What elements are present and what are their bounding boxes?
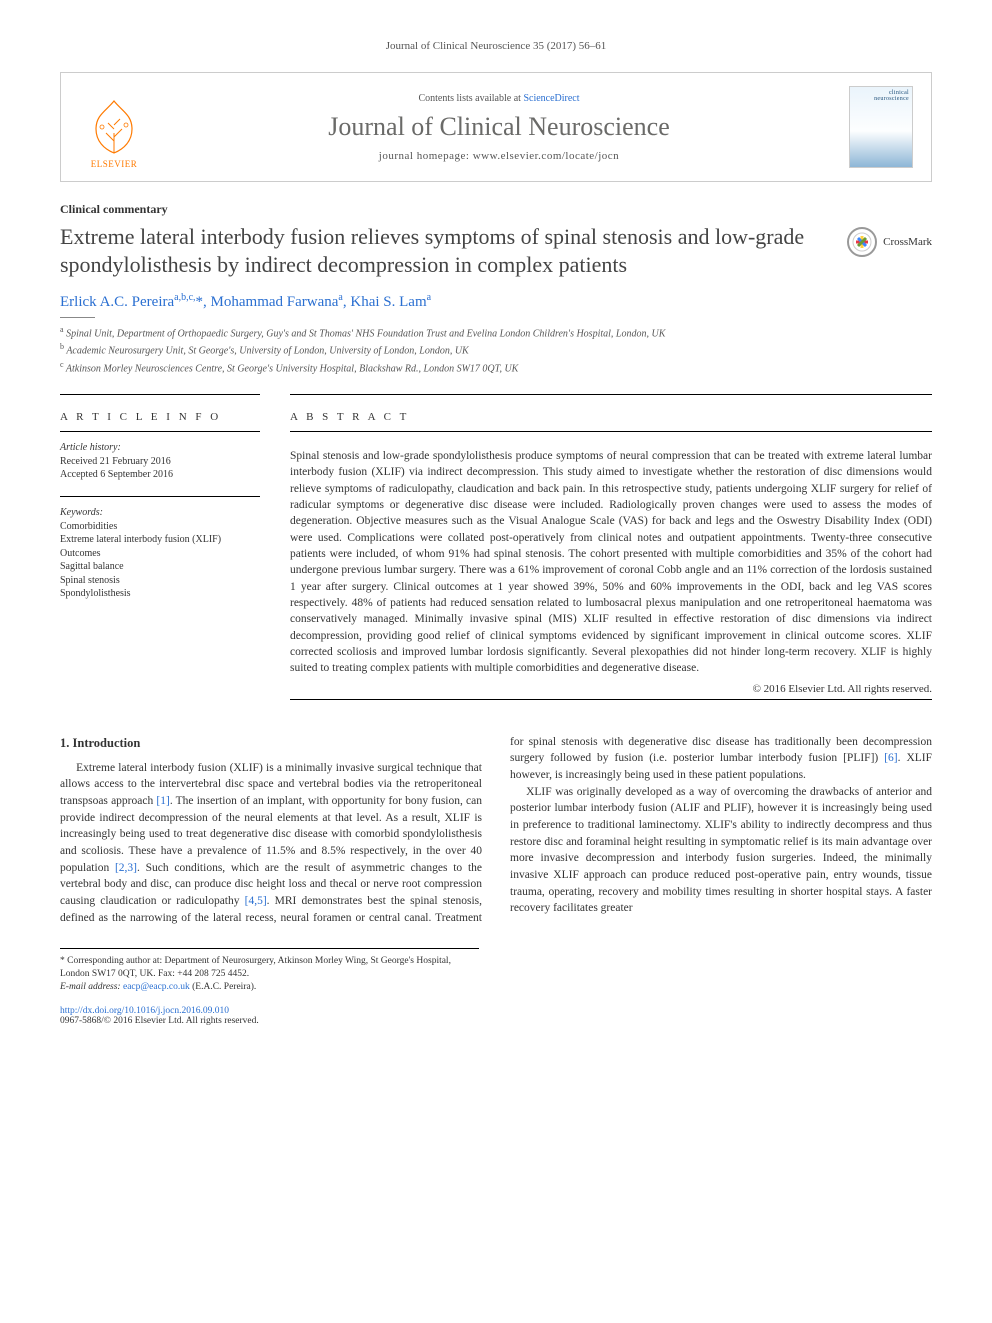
running-head: Journal of Clinical Neuroscience 35 (201… (60, 40, 932, 52)
affiliation-a: Spinal Unit, Department of Orthopaedic S… (66, 328, 665, 339)
crossmark-label: CrossMark (883, 236, 932, 248)
body-paragraph: XLIF was originally developed as a way o… (510, 784, 932, 917)
elsevier-label: ELSEVIER (91, 159, 138, 169)
email-suffix: (E.A.C. Pereira). (190, 982, 256, 992)
journal-title: Journal of Clinical Neuroscience (167, 112, 831, 142)
affiliations: a Spinal Unit, Department of Orthopaedic… (60, 324, 932, 376)
journal-cover-thumb[interactable]: clinical neuroscience (849, 86, 913, 168)
elsevier-logo[interactable]: ELSEVIER (79, 85, 149, 169)
abstract-heading: A B S T R A C T (290, 401, 932, 423)
email-link[interactable]: eacp@eacp.co.uk (123, 982, 190, 992)
doi-block: http://dx.doi.org/10.1016/j.jocn.2016.09… (60, 1006, 932, 1026)
history-label: Article history: (60, 442, 260, 453)
ref-link-2-3[interactable]: [2,3] (115, 862, 137, 874)
article-info-column: A R T I C L E I N F O Article history: R… (60, 392, 260, 706)
date-received: Received 21 February 2016 (60, 455, 260, 469)
ref-link-4-5[interactable]: [4,5] (245, 895, 267, 907)
author-3[interactable]: , Khai S. Lam (343, 294, 427, 310)
article-title: Extreme lateral interbody fusion relieve… (60, 223, 827, 278)
homepage-link[interactable]: www.elsevier.com/locate/jocn (473, 150, 619, 162)
body-text: 1. Introduction Extreme lateral interbod… (60, 734, 932, 927)
affiliation-b: Academic Neurosurgery Unit, St George's,… (66, 346, 468, 357)
corresponding-star: * (196, 294, 204, 310)
keyword: Extreme lateral interbody fusion (XLIF) (60, 533, 260, 547)
contents-prefix: Contents lists available at (418, 93, 523, 104)
keyword: Outcomes (60, 547, 260, 561)
abstract-copyright: © 2016 Elsevier Ltd. All rights reserved… (290, 683, 932, 695)
author-2[interactable]: , Mohammad Farwana (203, 294, 338, 310)
corresponding-author-note: * Corresponding author at: Department of… (60, 955, 479, 981)
article-type: Clinical commentary (60, 202, 932, 217)
journal-homepage: journal homepage: www.elsevier.com/locat… (167, 150, 831, 162)
journal-header: ELSEVIER Contents lists available at Sci… (60, 72, 932, 182)
authors-line: Erlick A.C. Pereiraa,b,c,*, Mohammad Far… (60, 292, 932, 311)
ref-link-6[interactable]: [6] (884, 752, 897, 764)
abstract-text: Spinal stenosis and low-grade spondyloli… (290, 438, 932, 677)
doi-link[interactable]: http://dx.doi.org/10.1016/j.jocn.2016.09… (60, 1006, 229, 1016)
homepage-prefix: journal homepage: (379, 150, 473, 162)
abstract-column: A B S T R A C T Spinal stenosis and low-… (290, 392, 932, 706)
contents-available: Contents lists available at ScienceDirec… (167, 93, 831, 104)
article-info-heading: A R T I C L E I N F O (60, 401, 260, 423)
keywords-label: Keywords: (60, 507, 260, 518)
issn-copyright: 0967-5868/© 2016 Elsevier Ltd. All right… (60, 1016, 259, 1026)
corresponding-footer: * Corresponding author at: Department of… (60, 948, 479, 993)
affiliation-c: Atkinson Morley Neurosciences Centre, St… (66, 363, 518, 374)
keyword: Sagittal balance (60, 560, 260, 574)
sciencedirect-link[interactable]: ScienceDirect (523, 93, 579, 104)
author-1-aff: a,b,c, (174, 292, 195, 303)
author-3-aff: a (427, 292, 431, 303)
ref-link-1[interactable]: [1] (156, 795, 169, 807)
section-heading-1: 1. Introduction (60, 734, 482, 752)
date-accepted: Accepted 6 September 2016 (60, 468, 260, 482)
cover-line2: neuroscience (853, 96, 909, 102)
keyword: Spinal stenosis (60, 574, 260, 588)
keyword: Spondylolisthesis (60, 587, 260, 601)
author-1[interactable]: Erlick A.C. Pereira (60, 294, 174, 310)
email-label: E-mail address: (60, 982, 123, 992)
crossmark-badge[interactable]: CrossMark (847, 223, 932, 257)
crossmark-icon (847, 227, 877, 257)
keyword: Comorbidities (60, 520, 260, 534)
elsevier-tree-icon (86, 97, 142, 157)
